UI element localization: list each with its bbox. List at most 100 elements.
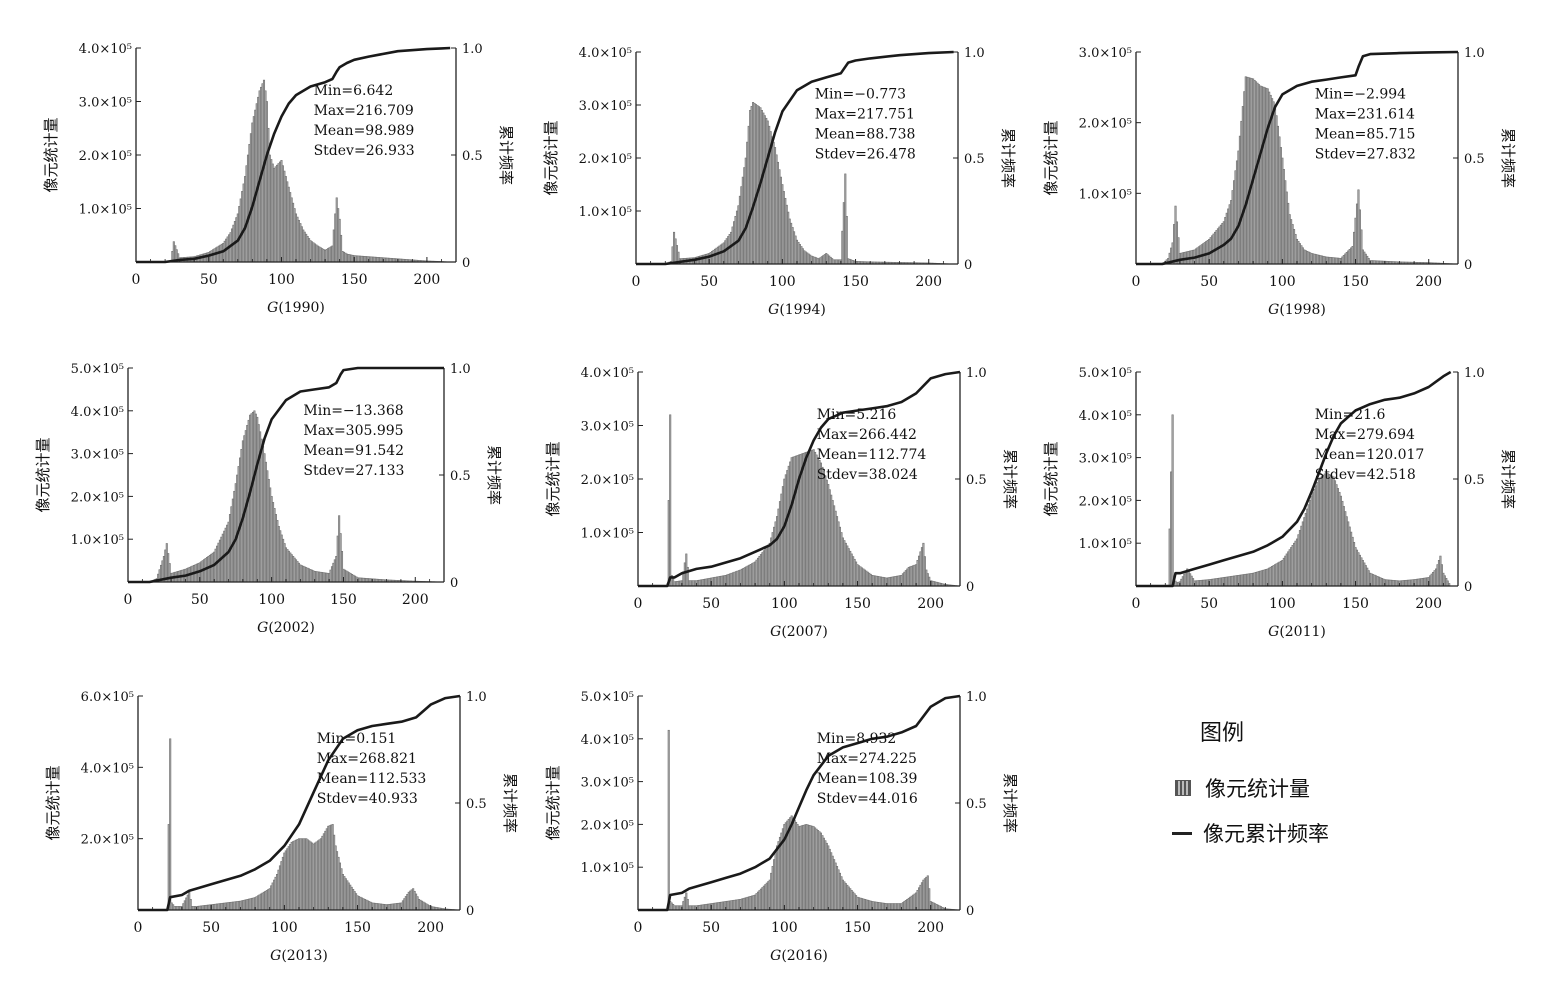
y2-tick-label: 1.0 bbox=[1464, 366, 1485, 381]
stats-text: Max=274.225 bbox=[817, 751, 917, 767]
x-tick-label: 0 bbox=[124, 592, 133, 608]
y2-tick-label: 0.5 bbox=[462, 149, 483, 164]
cumulative-frequency-line bbox=[638, 694, 961, 912]
y-tick-label: 1.0×10⁵ bbox=[79, 203, 132, 218]
stats-text: Mean=91.542 bbox=[303, 443, 404, 459]
y2-tick-label: 0 bbox=[1464, 258, 1472, 273]
x-axis-label: G(2002) bbox=[257, 620, 315, 636]
y-tick-label: 4.0×10⁵ bbox=[581, 366, 634, 381]
x-tick-label: 100 bbox=[769, 274, 796, 290]
y2-tick-label: 0 bbox=[1464, 580, 1472, 595]
y2-tick-label: 0 bbox=[964, 258, 972, 273]
y2-tick-label: 1.0 bbox=[466, 690, 487, 705]
histogram-bar bbox=[169, 738, 172, 911]
chart-7: 0 50 100 150 200 2.0×10⁵ 4.0×10⁵ 6.0×10⁵ 0 0.5 1.0… bbox=[44, 690, 519, 964]
x-tick-label: 200 bbox=[917, 596, 944, 612]
x-tick-label: 0 bbox=[632, 274, 641, 290]
x-tick-label: 50 bbox=[702, 596, 720, 612]
y-tick-label: 1.0×10⁵ bbox=[71, 533, 124, 548]
y-tick-label: 1.0×10⁵ bbox=[1079, 187, 1132, 202]
y2-tick-label: 1.0 bbox=[966, 690, 987, 705]
x-axis-label: G(2016) bbox=[770, 948, 828, 964]
x-tick-label: 100 bbox=[271, 920, 298, 936]
x-axis-label-year: (1998) bbox=[1279, 302, 1326, 318]
y2-tick-label: 0 bbox=[450, 576, 458, 591]
x-tick-label: 200 bbox=[917, 920, 944, 936]
x-tick-label: 200 bbox=[417, 920, 444, 936]
x-tick-label: 100 bbox=[771, 596, 798, 612]
x-axis-label-year: (2002) bbox=[268, 620, 315, 636]
y2-tick-label: 0 bbox=[966, 580, 974, 595]
y-tick-label: 3.0×10⁵ bbox=[1079, 46, 1132, 61]
x-axis-label-year: (2011) bbox=[1279, 624, 1326, 640]
y-axis-label: 像元统计量 bbox=[34, 437, 52, 512]
y-tick-label: 3.0×10⁵ bbox=[1079, 452, 1132, 467]
cumulative-frequency-line bbox=[136, 46, 451, 264]
y-axis-label: 像元统计量 bbox=[44, 765, 62, 840]
cumulative-frequency-line bbox=[636, 50, 954, 266]
x-tick-label: 50 bbox=[1200, 596, 1218, 612]
x-tick-label: 200 bbox=[1415, 274, 1442, 290]
stats-text: Min=−0.773 bbox=[815, 87, 906, 103]
y-tick-label: 4.0×10⁵ bbox=[81, 761, 134, 776]
cumulative-frequency-line bbox=[1136, 370, 1452, 588]
x-tick-label: 0 bbox=[634, 920, 643, 936]
stats-text: Stdev=38.024 bbox=[817, 467, 918, 483]
y-tick-label: 6.0×10⁵ bbox=[81, 690, 134, 705]
x-tick-label: 50 bbox=[700, 274, 718, 290]
y2-tick-label: 0.5 bbox=[1464, 473, 1485, 488]
histogram-swatch-icon bbox=[1175, 780, 1191, 796]
y2-axis-label: 累计频率 bbox=[1001, 449, 1019, 509]
x-axis-label-var: G bbox=[257, 620, 268, 636]
x-tick-label: 200 bbox=[414, 272, 441, 288]
cumulative-frequency-line bbox=[138, 694, 461, 912]
x-axis-label: G(2007) bbox=[770, 624, 828, 640]
y-axis-label: 像元统计量 bbox=[544, 765, 562, 840]
y2-tick-label: 0 bbox=[966, 904, 974, 919]
histogram-bars bbox=[667, 729, 960, 911]
y-tick-label: 2.0×10⁵ bbox=[579, 152, 632, 167]
chart-2: 0 50 100 150 200 1.0×10⁵ 2.0×10⁵ 3.0×10⁵ 4.0×10⁵… bbox=[542, 46, 1017, 318]
legend-item-cumulative: 像元累计频率 bbox=[1170, 818, 1329, 848]
y2-axis-label: 累计频率 bbox=[1499, 449, 1517, 509]
x-axis-label: G(2011) bbox=[1268, 624, 1326, 640]
y2-tick-label: 1.0 bbox=[964, 46, 985, 61]
y-tick-label: 2.0×10⁵ bbox=[1079, 494, 1132, 509]
x-tick-label: 150 bbox=[1342, 596, 1369, 612]
x-axis-label-var: G bbox=[770, 624, 781, 640]
y-axis-label: 像元统计量 bbox=[1042, 120, 1060, 195]
stats-text: Stdev=40.933 bbox=[317, 791, 418, 807]
legend: 图例 像元统计量 像元累计频率 bbox=[1170, 715, 1450, 865]
x-axis-label: G(1994) bbox=[768, 302, 826, 318]
stats-text: Max=231.614 bbox=[1315, 107, 1415, 123]
x-axis-label-var: G bbox=[770, 948, 781, 964]
histogram-bar bbox=[1171, 414, 1174, 587]
x-axis-label-var: G bbox=[270, 948, 281, 964]
y-tick-label: 1.0×10⁵ bbox=[581, 861, 634, 876]
stats-text: Mean=112.774 bbox=[817, 447, 927, 463]
y-axis-label: 像元统计量 bbox=[42, 117, 60, 192]
y-tick-label: 5.0×10⁵ bbox=[71, 362, 124, 377]
cumulative-frequency-line bbox=[1136, 50, 1459, 266]
chart-4: 0 50 100 150 200 1.0×10⁵ 2.0×10⁵ 3.0×10⁵ 4.0×10⁵… bbox=[34, 362, 503, 636]
y-tick-label: 2.0×10⁵ bbox=[581, 818, 634, 833]
stats-text: Min=0.151 bbox=[317, 731, 397, 747]
y2-axis-label: 累计频率 bbox=[501, 773, 519, 833]
y-tick-label: 1.0×10⁵ bbox=[1079, 537, 1132, 552]
y2-axis-label: 累计频率 bbox=[485, 445, 503, 505]
histogram-bars bbox=[1162, 76, 1458, 265]
x-axis-label-var: G bbox=[768, 302, 779, 318]
x-tick-label: 50 bbox=[200, 272, 218, 288]
cumulative-frequency-line bbox=[638, 370, 961, 588]
x-tick-label: 0 bbox=[634, 596, 643, 612]
y-tick-label: 1.0×10⁵ bbox=[579, 205, 632, 220]
y-axis-label: 像元统计量 bbox=[544, 441, 562, 516]
x-axis-label-var: G bbox=[1268, 302, 1279, 318]
y-tick-label: 3.0×10⁵ bbox=[71, 448, 124, 463]
legend-histogram-label: 像元统计量 bbox=[1205, 777, 1310, 801]
x-tick-label: 150 bbox=[341, 272, 368, 288]
stats-text: Min=21.6 bbox=[1315, 407, 1386, 423]
x-axis-label: G(2013) bbox=[270, 948, 328, 964]
y2-tick-label: 0.5 bbox=[450, 469, 471, 484]
y-axis-label: 像元统计量 bbox=[542, 120, 560, 195]
